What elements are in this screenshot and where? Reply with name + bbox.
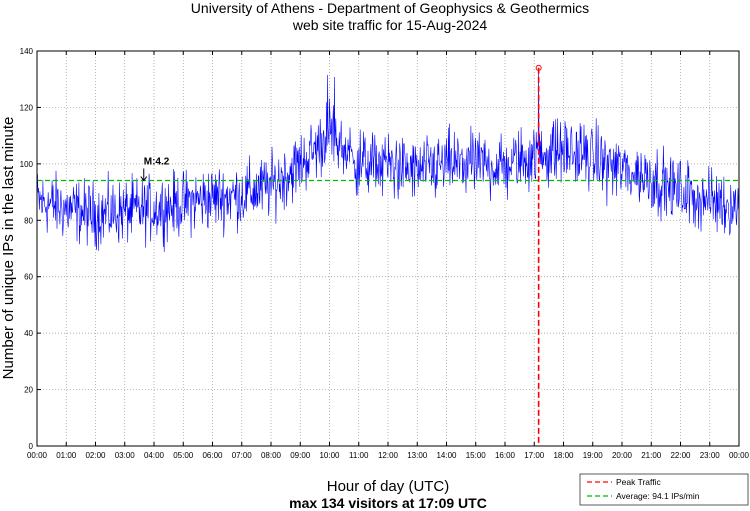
x-tick-label: 18:00: [553, 451, 574, 460]
y-tick-label: 100: [20, 160, 34, 169]
x-tick-label: 01:00: [56, 451, 77, 460]
x-tick-label: 06:00: [202, 451, 223, 460]
y-tick-label: 60: [24, 273, 33, 282]
annotation-arrowhead: [140, 176, 148, 182]
chart-title: University of Athens - Department of Geo…: [191, 0, 589, 16]
annotation-label: M:4.2: [144, 157, 170, 168]
traffic-series-line: [36, 67, 739, 253]
x-tick-label: 16:00: [495, 451, 516, 460]
x-tick-label: 05:00: [173, 451, 194, 460]
x-tick-label: 15:00: [466, 451, 487, 460]
x-tick-label: 08:00: [261, 451, 282, 460]
peak-marker: [535, 64, 542, 71]
legend: Peak Traffic Average: 94.1 IPs/min: [579, 473, 749, 506]
x-axis-label: Hour of day (UTC): [327, 478, 450, 495]
chart-subtitle: web site traffic for 15-Aug-2024: [292, 17, 488, 33]
x-tick-label: 10:00: [319, 451, 340, 460]
x-tick-label: 19:00: [583, 451, 604, 460]
x-tick-label: 20:00: [612, 451, 633, 460]
x-tick-label: 22:00: [670, 451, 691, 460]
x-tick-label: 17:00: [524, 451, 545, 460]
y-axis-label: Number of unique IPs in the last minute: [0, 117, 17, 380]
y-tick-label: 20: [24, 386, 33, 395]
y-tick-label: 0: [29, 442, 34, 451]
x-tick-label: 21:00: [641, 451, 662, 460]
x-tick-label: 12:00: [378, 451, 399, 460]
y-tick-label: 80: [24, 216, 33, 225]
max-visitors-label: max 134 visitors at 17:09 UTC: [289, 495, 487, 511]
x-tick-label: 14:00: [436, 451, 457, 460]
x-tick-label: 07:00: [232, 451, 253, 460]
x-tick-label: 02:00: [85, 451, 106, 460]
plot-frame: [36, 50, 740, 447]
y-tick-label: 40: [24, 329, 33, 338]
y-tick-label: 120: [20, 103, 34, 112]
x-tick-label: 09:00: [290, 451, 311, 460]
x-tick-label: 00:00: [729, 451, 750, 460]
x-tick-label: 04:00: [144, 451, 165, 460]
legend-average-label: Average: 94.1 IPs/min: [616, 491, 700, 501]
x-tick-label: 11:00: [349, 451, 369, 460]
x-tick-label: 23:00: [700, 451, 721, 460]
x-tick-label: 13:00: [407, 451, 428, 460]
x-tick-label: 03:00: [115, 451, 136, 460]
legend-peak-label: Peak Traffic: [616, 477, 661, 487]
x-tick-label: 00:00: [27, 451, 48, 460]
y-tick-label: 140: [20, 47, 34, 56]
